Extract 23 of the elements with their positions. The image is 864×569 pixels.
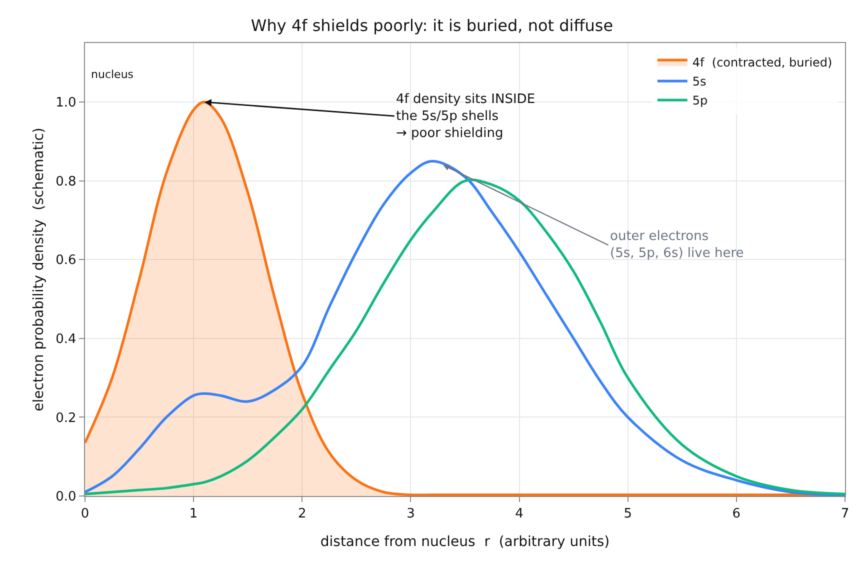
annotation: nucleus [91, 68, 134, 81]
x-tick-label: 4 [515, 506, 524, 522]
x-tick-label: 1 [189, 506, 198, 522]
x-tick-label: 5 [624, 506, 632, 522]
legend-label: 4f (contracted, buried) [692, 56, 832, 70]
x-tick-label: 0 [80, 506, 90, 522]
y-tick-label: 0.6 [56, 253, 76, 268]
x-tick-label: 7 [840, 506, 850, 522]
x-axis-title: distance from nucleus r (arbitrary units) [320, 534, 610, 550]
y-axis-title: electron probability density (schematic) [31, 128, 48, 412]
x-tick-label: 3 [406, 506, 415, 522]
annotation: outer electrons (5s, 5p, 6s) live here [610, 229, 744, 261]
x-tick-label: 6 [732, 506, 741, 522]
y-tick-label: 0.2 [56, 410, 76, 426]
annotation: 4f density sits INSIDE the 5s/5p shells → poor shielding [396, 92, 536, 141]
legend-label: 5s [692, 74, 706, 89]
legend-label: 5p [692, 94, 708, 108]
chart-title: Why 4f shields poorly: it is buried, not diffuse [250, 16, 614, 36]
x-tick-label: 2 [298, 506, 306, 522]
y-tick-label: 0.8 [56, 174, 76, 190]
y-tick-label: 1.0 [56, 96, 76, 111]
y-tick-label: 0.4 [56, 332, 76, 347]
y-tick-label: 0.0 [56, 490, 76, 505]
